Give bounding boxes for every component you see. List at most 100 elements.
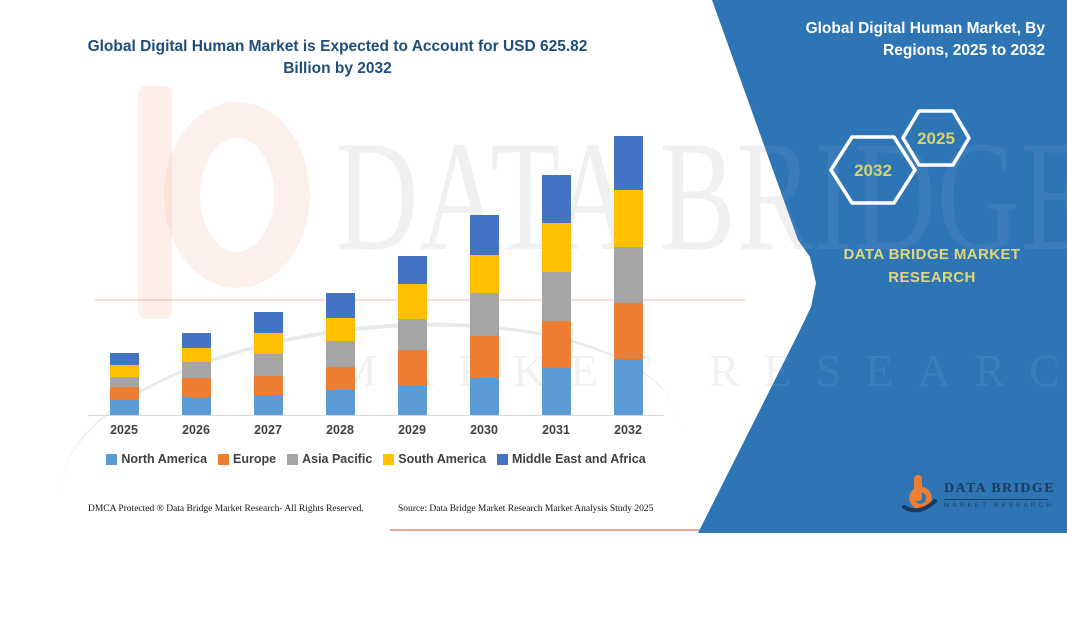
legend-swatch-europe xyxy=(218,453,230,465)
bar-slot-2029 xyxy=(376,130,448,415)
x-axis-label-2031: 2031 xyxy=(542,423,570,437)
legend-item-north-america: North America xyxy=(106,452,207,466)
legend-swatch-south-america xyxy=(383,453,395,465)
legend-item-europe: Europe xyxy=(218,452,276,466)
segment-north-america-2032 xyxy=(613,359,643,415)
segment-europe-2029 xyxy=(397,349,427,385)
stacked-bar-plot xyxy=(88,130,664,415)
hexagon-2025-label: 2025 xyxy=(917,129,955,148)
segment-middle-east-and-africa-2026 xyxy=(181,332,211,349)
bar-slot-2026 xyxy=(160,130,232,415)
segment-europe-2027 xyxy=(253,375,283,395)
legend-item-south-america: South America xyxy=(383,452,486,466)
segment-north-america-2031 xyxy=(541,367,571,415)
bar-slot-2025 xyxy=(88,130,160,415)
segment-north-america-2028 xyxy=(325,389,355,415)
year-hexagons: 2025 2032 xyxy=(829,109,971,205)
x-axis-label-2025: 2025 xyxy=(110,423,138,437)
segment-asia-pacific-2027 xyxy=(253,354,283,376)
hexagon-2025 xyxy=(901,109,971,167)
segment-asia-pacific-2028 xyxy=(325,341,355,367)
hexagon-2032-label: 2032 xyxy=(854,161,892,180)
dbmr-logo-icon xyxy=(902,475,937,513)
segment-north-america-2030 xyxy=(469,378,499,415)
segment-south-america-2032 xyxy=(613,189,643,247)
segment-middle-east-and-africa-2032 xyxy=(613,136,643,190)
dbmr-logo-name: DATA BRIDGE xyxy=(944,480,1055,496)
x-axis-line xyxy=(88,415,664,416)
segment-south-america-2027 xyxy=(253,332,283,355)
legend-item-asia-pacific: Asia Pacific xyxy=(287,452,372,466)
legend-label-europe: Europe xyxy=(233,452,277,466)
segment-middle-east-and-africa-2029 xyxy=(397,256,427,285)
footer-dmca-text: DMCA Protected ® Data Bridge Market Rese… xyxy=(88,504,364,514)
segment-north-america-2026 xyxy=(181,396,211,415)
legend-swatch-asia-pacific xyxy=(287,453,299,465)
brand-name-text: DATA BRIDGE MARKET RESEARCH xyxy=(843,246,1021,287)
segment-europe-2032 xyxy=(613,303,643,360)
segment-asia-pacific-2026 xyxy=(181,362,211,379)
bar-slot-2027 xyxy=(232,130,304,415)
segment-south-america-2029 xyxy=(397,284,427,320)
legend-label-asia-pacific: Asia Pacific xyxy=(302,452,373,466)
bar-slot-2031 xyxy=(520,130,592,415)
stacked-bar-2025 xyxy=(109,353,139,415)
segment-europe-2028 xyxy=(325,366,355,390)
x-axis-labels: 2025 2026 2027 2028 2029 2030 2031 2032 xyxy=(88,423,664,437)
dbmr-logo-rule xyxy=(944,498,1048,501)
bar-slot-2032 xyxy=(592,130,664,415)
x-axis-label-2029: 2029 xyxy=(398,423,426,437)
dbmr-logo-text: DATA BRIDGE MARKET RESEARCH xyxy=(944,480,1055,510)
segment-south-america-2030 xyxy=(469,254,499,294)
stacked-bar-2031 xyxy=(541,175,571,415)
segment-middle-east-and-africa-2028 xyxy=(325,293,355,319)
x-axis-label-2027: 2027 xyxy=(254,423,282,437)
segment-middle-east-and-africa-2027 xyxy=(253,311,283,333)
x-axis-label-2030: 2030 xyxy=(470,423,498,437)
segment-europe-2030 xyxy=(469,335,499,378)
stacked-bar-2027 xyxy=(253,311,283,415)
legend-item-middle-east-and-africa: Middle East and Africa xyxy=(497,452,646,466)
legend-label-south-america: South America xyxy=(398,452,487,466)
x-axis-label-2032: 2032 xyxy=(614,423,642,437)
segment-asia-pacific-2029 xyxy=(397,319,427,350)
stacked-bar-2030 xyxy=(469,215,499,415)
segment-asia-pacific-2031 xyxy=(541,271,571,321)
legend: North America Europe Asia Pacific South Ame… xyxy=(70,452,682,466)
segment-asia-pacific-2030 xyxy=(469,293,499,336)
x-axis-label-2026: 2026 xyxy=(182,423,210,437)
stacked-bar-2026 xyxy=(181,332,211,415)
panel-heading: Global Digital Human Market, By Regions,… xyxy=(805,20,1045,60)
footer-source-text: Source: Data Bridge Market Research Mark… xyxy=(398,504,654,514)
bar-slot-2028 xyxy=(304,130,376,415)
segment-europe-2025 xyxy=(109,386,139,400)
legend-swatch-middle-east-and-africa xyxy=(497,453,509,465)
segment-south-america-2026 xyxy=(181,348,211,363)
side-panel-content: Global Digital Human Market, By Regions,… xyxy=(805,20,1067,522)
segment-europe-2026 xyxy=(181,378,211,397)
legend-label-north-america: North America xyxy=(121,452,208,466)
segment-north-america-2027 xyxy=(253,394,283,415)
stacked-bar-2032 xyxy=(613,136,643,415)
stacked-bar-2029 xyxy=(397,256,427,415)
segment-north-america-2029 xyxy=(397,384,427,415)
chart-area: Global Digital Human Market is Expected … xyxy=(70,38,682,514)
x-axis-label-2028: 2028 xyxy=(326,423,354,437)
segment-asia-pacific-2032 xyxy=(613,246,643,304)
chart-title: Global Digital Human Market is Expected … xyxy=(87,38,588,77)
segment-south-america-2025 xyxy=(109,365,139,377)
bar-slot-2030 xyxy=(448,130,520,415)
dbmr-logo-subtitle: MARKET RESEARCH xyxy=(944,502,1054,510)
dbmr-logo: DATA BRIDGE MARKET RESEARCH xyxy=(901,468,1067,522)
stacked-bar-2028 xyxy=(325,293,355,415)
segment-middle-east-and-africa-2031 xyxy=(541,175,571,224)
hexagon-2032 xyxy=(829,135,917,205)
segment-south-america-2028 xyxy=(325,318,355,342)
legend-label-middle-east-and-africa: Middle East and Africa xyxy=(512,452,646,466)
segment-north-america-2025 xyxy=(109,399,139,415)
segment-middle-east-and-africa-2030 xyxy=(469,215,499,255)
legend-swatch-north-america xyxy=(106,453,118,465)
segment-europe-2031 xyxy=(541,320,571,368)
segment-south-america-2031 xyxy=(541,223,571,272)
segment-middle-east-and-africa-2025 xyxy=(109,353,139,366)
